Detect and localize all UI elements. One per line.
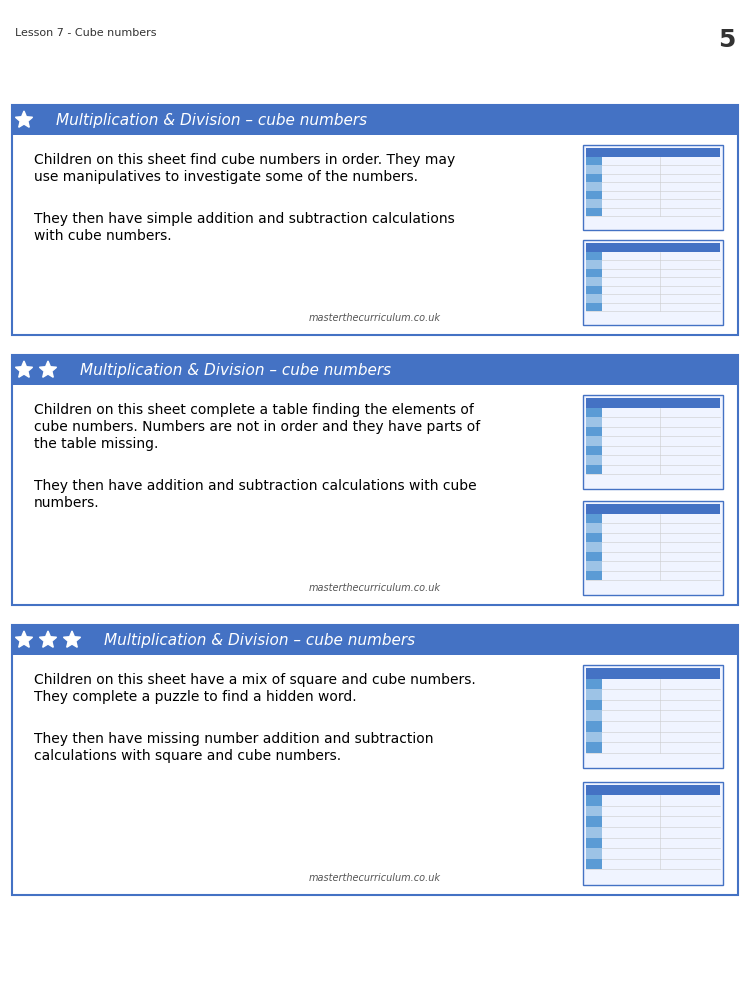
FancyBboxPatch shape [586, 286, 602, 294]
FancyBboxPatch shape [586, 165, 602, 174]
Text: masterthecurriculum.co.uk: masterthecurriculum.co.uk [309, 873, 441, 883]
FancyBboxPatch shape [586, 417, 602, 427]
Polygon shape [16, 111, 32, 127]
FancyBboxPatch shape [12, 105, 738, 335]
Text: Lesson 7 - Cube numbers: Lesson 7 - Cube numbers [15, 28, 157, 38]
FancyBboxPatch shape [586, 689, 602, 700]
FancyBboxPatch shape [583, 501, 723, 595]
FancyBboxPatch shape [586, 199, 602, 208]
FancyBboxPatch shape [586, 465, 602, 474]
Text: Multiplication & Division – cube numbers: Multiplication & Division – cube numbers [80, 362, 392, 377]
FancyBboxPatch shape [12, 625, 738, 895]
FancyBboxPatch shape [583, 145, 723, 230]
FancyBboxPatch shape [586, 552, 602, 561]
Text: Children on this sheet complete a table finding the elements of: Children on this sheet complete a table … [34, 403, 474, 417]
FancyBboxPatch shape [586, 191, 602, 199]
FancyBboxPatch shape [586, 427, 602, 436]
Text: use manipulatives to investigate some of the numbers.: use manipulatives to investigate some of… [34, 170, 418, 184]
FancyBboxPatch shape [583, 240, 723, 325]
FancyBboxPatch shape [586, 533, 602, 542]
FancyBboxPatch shape [586, 243, 720, 252]
FancyBboxPatch shape [12, 625, 738, 655]
FancyBboxPatch shape [586, 277, 602, 286]
Polygon shape [64, 631, 80, 647]
Polygon shape [40, 631, 56, 647]
Text: They complete a puzzle to find a hidden word.: They complete a puzzle to find a hidden … [34, 690, 357, 704]
FancyBboxPatch shape [12, 105, 738, 135]
FancyBboxPatch shape [586, 859, 602, 869]
Text: the table missing.: the table missing. [34, 437, 158, 451]
FancyBboxPatch shape [586, 398, 720, 408]
Text: They then have addition and subtraction calculations with cube: They then have addition and subtraction … [34, 479, 477, 493]
FancyBboxPatch shape [586, 446, 602, 455]
Text: masterthecurriculum.co.uk: masterthecurriculum.co.uk [309, 313, 441, 323]
FancyBboxPatch shape [586, 252, 602, 260]
FancyBboxPatch shape [586, 785, 720, 795]
FancyBboxPatch shape [586, 700, 602, 710]
FancyBboxPatch shape [586, 269, 602, 277]
FancyBboxPatch shape [586, 742, 602, 753]
Polygon shape [16, 361, 32, 377]
Polygon shape [40, 361, 56, 377]
FancyBboxPatch shape [586, 721, 602, 732]
Text: Multiplication & Division – cube numbers: Multiplication & Division – cube numbers [104, 633, 416, 648]
FancyBboxPatch shape [586, 816, 602, 827]
FancyBboxPatch shape [586, 260, 602, 269]
FancyBboxPatch shape [586, 504, 720, 514]
FancyBboxPatch shape [586, 795, 602, 806]
FancyBboxPatch shape [586, 838, 602, 848]
FancyBboxPatch shape [586, 827, 602, 838]
FancyBboxPatch shape [12, 355, 738, 385]
FancyBboxPatch shape [586, 148, 720, 157]
FancyBboxPatch shape [586, 848, 602, 859]
FancyBboxPatch shape [586, 408, 602, 417]
Text: Children on this sheet have a mix of square and cube numbers.: Children on this sheet have a mix of squ… [34, 673, 476, 687]
FancyBboxPatch shape [583, 395, 723, 489]
FancyBboxPatch shape [12, 355, 738, 605]
FancyBboxPatch shape [586, 571, 602, 580]
FancyBboxPatch shape [586, 732, 602, 742]
FancyBboxPatch shape [586, 668, 720, 679]
FancyBboxPatch shape [586, 436, 602, 446]
Text: Children on this sheet find cube numbers in order. They may: Children on this sheet find cube numbers… [34, 153, 455, 167]
FancyBboxPatch shape [586, 523, 602, 533]
FancyBboxPatch shape [586, 157, 602, 165]
FancyBboxPatch shape [586, 455, 602, 465]
Text: numbers.: numbers. [34, 496, 100, 510]
FancyBboxPatch shape [586, 561, 602, 571]
Text: Multiplication & Division – cube numbers: Multiplication & Division – cube numbers [56, 112, 368, 127]
Text: with cube numbers.: with cube numbers. [34, 229, 172, 243]
Text: They then have simple addition and subtraction calculations: They then have simple addition and subtr… [34, 212, 454, 226]
FancyBboxPatch shape [586, 806, 602, 816]
FancyBboxPatch shape [586, 303, 602, 311]
Text: 5: 5 [718, 28, 735, 52]
FancyBboxPatch shape [586, 710, 602, 721]
FancyBboxPatch shape [586, 542, 602, 552]
FancyBboxPatch shape [586, 514, 602, 523]
FancyBboxPatch shape [583, 665, 723, 768]
Text: They then have missing number addition and subtraction: They then have missing number addition a… [34, 732, 433, 746]
Text: calculations with square and cube numbers.: calculations with square and cube number… [34, 749, 341, 763]
FancyBboxPatch shape [586, 679, 602, 689]
FancyBboxPatch shape [586, 182, 602, 191]
FancyBboxPatch shape [586, 174, 602, 182]
Text: masterthecurriculum.co.uk: masterthecurriculum.co.uk [309, 583, 441, 593]
FancyBboxPatch shape [586, 208, 602, 216]
Polygon shape [16, 631, 32, 647]
FancyBboxPatch shape [583, 782, 723, 885]
FancyBboxPatch shape [586, 294, 602, 303]
Text: cube numbers. Numbers are not in order and they have parts of: cube numbers. Numbers are not in order a… [34, 420, 480, 434]
